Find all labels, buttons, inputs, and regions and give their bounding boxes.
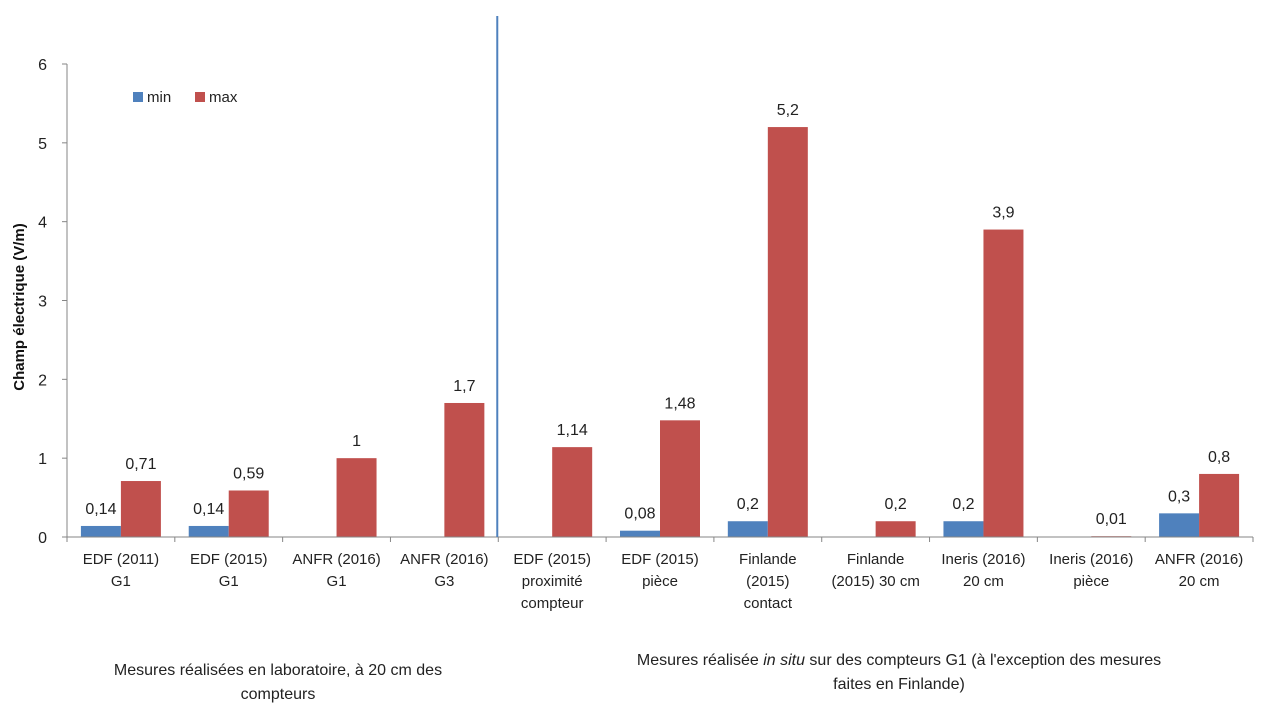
category-label-line: pièce [1073,573,1109,590]
data-label-max: 3,9 [992,205,1014,222]
category-label-line: Finlande [847,551,905,568]
data-label-max: 0,2 [885,496,907,513]
category-label-line: (2015) [746,573,789,590]
category-label-line: ANFR (2016) [292,551,380,568]
group-note-line: compteurs [241,686,316,703]
category-label-line: G1 [327,573,347,590]
category-label-line: 20 cm [1179,573,1220,590]
data-label-max: 1,7 [453,378,475,395]
data-label-max: 1 [352,433,361,450]
category-label-line: Ineris (2016) [941,551,1025,568]
bar-max [660,420,700,537]
bar-max [336,458,377,537]
category-label-line: pièce [642,573,678,590]
category-label: ANFR (2016) G3 [400,551,488,590]
y-tick-label: 1 [38,451,47,468]
data-label-min: 0,08 [624,506,655,523]
category-label-line: EDF (2015) [190,551,268,568]
data-labels: 0,14 0,14 0,08 0,2 0,2 0,3 0,71 0,59 1 1,7 1,14 1,4… [85,102,1230,528]
y-tick-label: 3 [38,294,47,311]
data-label-max: 0,01 [1096,511,1127,528]
bar-max [983,229,1024,538]
category-label: Ineris (2016) 20 cm [941,551,1025,590]
category-label-line: G3 [434,573,454,590]
legend-label-max: max [209,89,238,106]
y-tick-label: 0 [38,530,47,547]
y-tick-label: 4 [38,215,47,232]
category-label: ANFR (2016) G1 [292,551,380,590]
category-label-line: Ineris (2016) [1049,551,1133,568]
category-label: EDF (2011) G1 [83,551,159,590]
data-label-max: 0,71 [125,456,156,473]
category-label-line: (2015) 30 cm [831,573,919,590]
data-label-min: 0,2 [952,496,974,513]
y-tick-label: 5 [38,136,47,153]
bar-max [767,127,808,538]
bars [80,127,1240,538]
bar-max [228,490,269,537]
data-label-max: 1,14 [557,422,588,439]
category-label-line: compteur [521,595,584,612]
category-label: EDF (2015) G1 [190,551,268,590]
category-label-line: EDF (2015) [621,551,699,568]
legend-label-min: min [147,89,171,106]
category-label-line: ANFR (2016) [1155,551,1243,568]
data-label-min: 0,2 [737,496,759,513]
category-label-line: G1 [219,573,239,590]
category-label-line: proximité [522,573,583,590]
category-label-line: EDF (2015) [513,551,591,568]
category-label-line: G1 [111,573,131,590]
category-label: EDF (2015) pièce [621,551,699,590]
data-label-max: 1,48 [664,395,695,412]
data-label-min: 0,14 [193,501,224,518]
y-tick-label: 2 [38,372,47,389]
bar-max [552,447,593,537]
group-note-run: Mesures réalisée [637,652,763,669]
bar-max [875,521,916,537]
group-notes: Mesures réalisées en laboratoire, à 20 c… [114,652,1161,703]
category-label-line: EDF (2011) [83,551,159,568]
category-label: Finlande (2015) 30 cm [831,551,919,590]
legend-swatch-min [133,92,143,102]
group-note-run: sur des compteurs G1 (à l'exception des … [805,652,1161,669]
bar-max [120,481,161,537]
y-axis: 0 1 2 3 4 5 6 [38,57,68,547]
group-note-line: Mesures réalisées en laboratoire, à 20 c… [114,662,442,679]
category-label: Ineris (2016) pièce [1049,551,1133,590]
category-label-line: contact [744,595,793,612]
bar-min [1159,513,1200,537]
legend: min max [133,89,238,106]
data-label-max: 5,2 [777,102,799,119]
y-tick-label: 6 [38,57,47,74]
group-note-run: in situ [763,652,805,669]
data-label-min: 0,3 [1168,488,1190,505]
category-label-line: 20 cm [963,573,1004,590]
bar-min [727,521,768,537]
bar-min [188,525,229,537]
category-label: Finlande (2015) contact [739,551,797,612]
group-note-run: Mesures réalisées en laboratoire, à 20 c… [114,662,442,679]
category-label: EDF (2015) proximité compteur [513,551,591,612]
bar-max [444,402,485,537]
legend-swatch-max [195,92,205,102]
category-label-line: ANFR (2016) [400,551,488,568]
bar-max [1199,473,1240,537]
y-axis-title: Champ électrique (V/m) [11,223,28,391]
group-note-line: faites en Finlande) [833,676,965,693]
group-note-line: Mesures réalisée in situ sur des compteu… [637,652,1161,669]
category-label: ANFR (2016) 20 cm [1155,551,1243,590]
group-note-run: faites en Finlande) [833,676,965,693]
bar-min [80,525,121,537]
category-label-line: Finlande [739,551,797,568]
data-label-max: 0,8 [1208,449,1230,466]
group-note-run: compteurs [241,686,316,703]
data-label-min: 0,14 [85,501,116,518]
bar-min [620,530,660,537]
data-label-max: 0,59 [233,465,264,482]
bar-min [943,521,984,537]
